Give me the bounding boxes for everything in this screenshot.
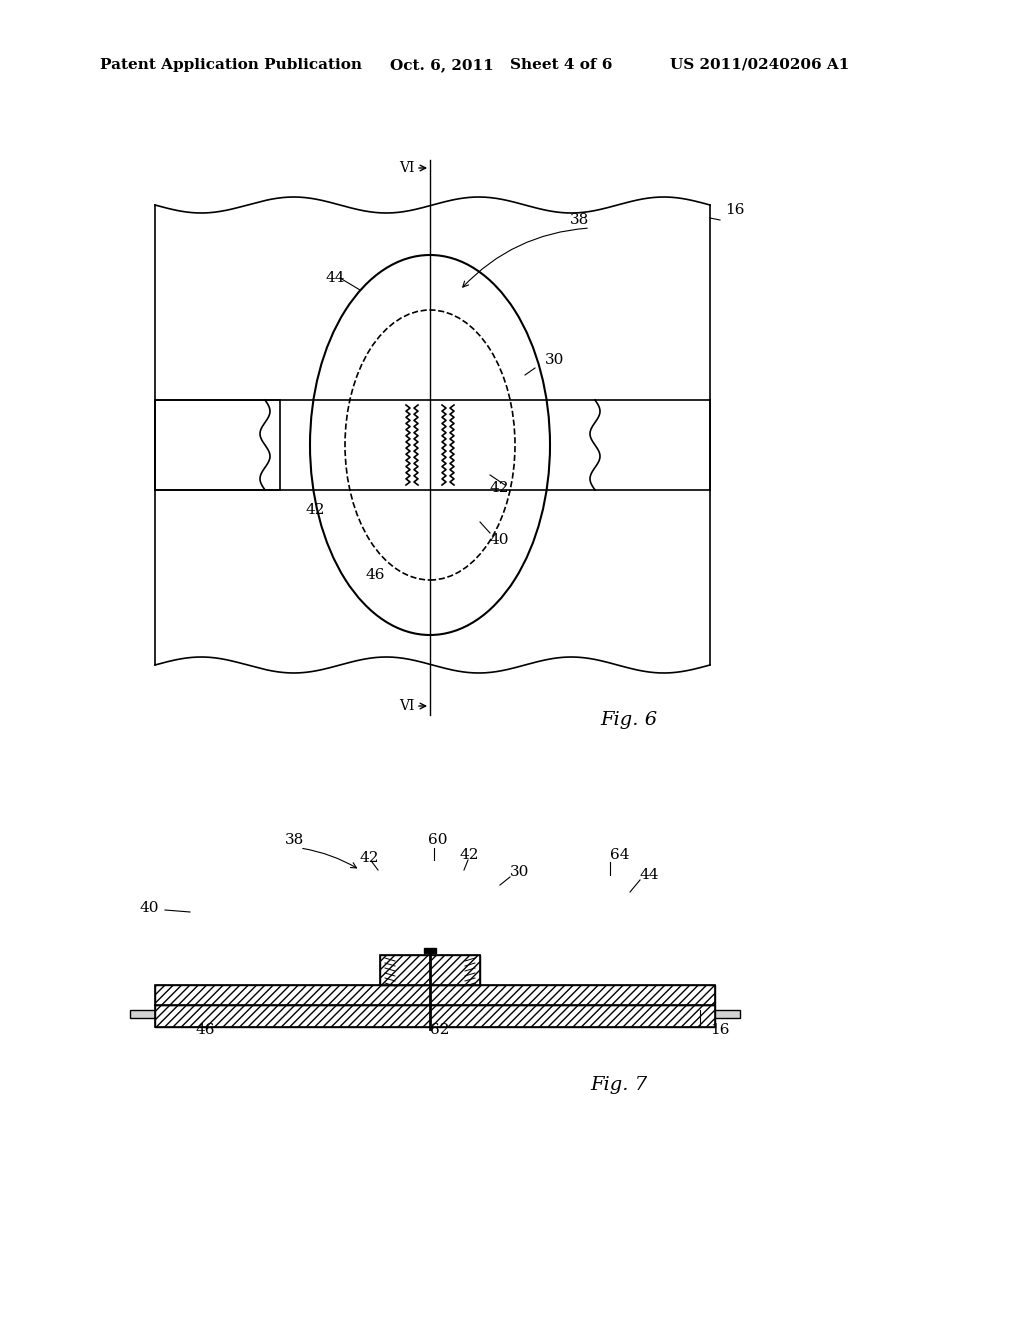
- Text: 16: 16: [725, 203, 744, 216]
- Text: 62: 62: [430, 1023, 450, 1038]
- Bar: [155, 1005, 715, 1027]
- Text: VI: VI: [399, 700, 415, 713]
- Bar: [155, 985, 715, 1005]
- Text: 40: 40: [490, 533, 510, 546]
- Text: VI: VI: [399, 161, 415, 176]
- Text: 46: 46: [365, 568, 384, 582]
- Text: 42: 42: [305, 503, 325, 517]
- Text: Fig. 7: Fig. 7: [590, 1076, 647, 1094]
- Text: Oct. 6, 2011: Oct. 6, 2011: [390, 58, 494, 73]
- Text: 42: 42: [490, 480, 510, 495]
- Bar: [155, 985, 715, 1005]
- Bar: [155, 400, 280, 490]
- Bar: [380, 954, 480, 985]
- Text: 46: 46: [195, 1023, 214, 1038]
- Text: Sheet 4 of 6: Sheet 4 of 6: [510, 58, 612, 73]
- Text: 42: 42: [360, 851, 380, 865]
- Text: 40: 40: [140, 902, 160, 915]
- Bar: [380, 954, 480, 985]
- Bar: [424, 948, 436, 953]
- Text: 38: 38: [285, 833, 304, 847]
- Text: 30: 30: [510, 865, 529, 879]
- Text: 42: 42: [460, 847, 479, 862]
- Text: Patent Application Publication: Patent Application Publication: [100, 58, 362, 73]
- Bar: [155, 1005, 715, 1027]
- Text: 16: 16: [710, 1023, 729, 1038]
- Text: US 2011/0240206 A1: US 2011/0240206 A1: [670, 58, 849, 73]
- Text: 60: 60: [428, 833, 447, 847]
- Text: 44: 44: [640, 869, 659, 882]
- Text: 38: 38: [570, 213, 589, 227]
- Text: 44: 44: [325, 271, 344, 285]
- Text: 30: 30: [545, 352, 564, 367]
- Text: Fig. 6: Fig. 6: [600, 711, 657, 729]
- Text: 64: 64: [610, 847, 630, 862]
- Bar: [130, 1010, 740, 1018]
